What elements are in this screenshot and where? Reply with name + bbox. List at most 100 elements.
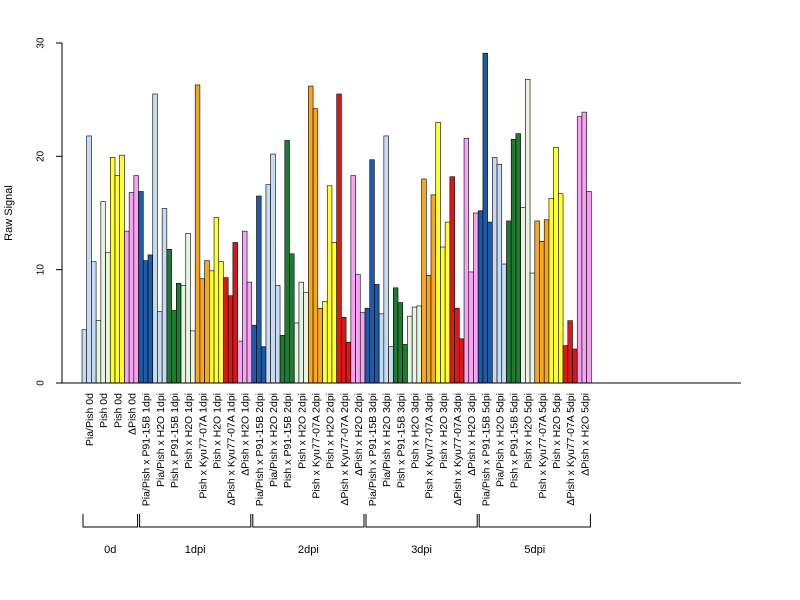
bar (430, 194, 436, 384)
category-label: ΔPish x Kyu77-07A 5dpi (565, 393, 577, 506)
group-label: 0d (104, 544, 116, 556)
bar (336, 93, 342, 384)
category-label: Pish x H2O 2dpi (325, 393, 337, 469)
bar (449, 176, 455, 384)
bar (223, 277, 229, 384)
bar (515, 133, 521, 384)
bar (124, 230, 130, 384)
bar (444, 221, 451, 384)
bar (81, 329, 87, 384)
bar (331, 242, 337, 384)
bar (147, 254, 153, 384)
group-bracket (365, 514, 478, 528)
bar (185, 233, 191, 384)
bar (209, 270, 215, 384)
bar (298, 281, 304, 384)
category-labels: Pia/Pish 0d Pish 0d Pish 0d ΔPish 0d Pia/Pis… (84, 393, 591, 506)
bar (91, 261, 97, 384)
bar (562, 345, 569, 384)
y-axis-title: Raw Signal (3, 185, 15, 241)
bar (425, 275, 432, 384)
category-label: Pish x P91-15B 2dpi (282, 393, 294, 488)
bar (275, 285, 281, 384)
bar (322, 301, 328, 384)
category-label: ΔPish x Kyu77-07A 2dpi (339, 393, 351, 506)
bar (176, 282, 182, 384)
bar (378, 313, 385, 384)
category-label: Pish 0d (98, 393, 110, 428)
group-label: 1dpi (185, 544, 206, 556)
bar (529, 272, 536, 384)
bar (506, 220, 512, 384)
bar (194, 84, 201, 384)
bar (435, 122, 441, 384)
bar (110, 157, 116, 384)
bar (496, 163, 503, 384)
bar (251, 324, 257, 384)
category-label: ΔPish x Kyu77-07A 1dpi (226, 393, 238, 506)
group-label: 5dpi (524, 544, 545, 556)
bar (242, 230, 248, 384)
bar (133, 175, 139, 384)
category-label: ΔPish 0d (127, 393, 139, 435)
bar (128, 192, 135, 384)
bar (416, 305, 422, 384)
y-axis: 0 10 20 30 (36, 37, 63, 386)
bar (558, 193, 564, 384)
category-label: Pish x Kyu77-07A 1dpi (197, 393, 209, 499)
category-label: Pish x P91-15B 5dpi (509, 393, 521, 488)
bar (105, 252, 111, 384)
bar (227, 295, 234, 384)
bar (166, 248, 172, 384)
bar (407, 315, 413, 384)
bar (114, 175, 120, 384)
bar (232, 242, 238, 384)
category-label: Pish 0d (112, 393, 124, 428)
bar (473, 212, 479, 384)
category-label: Pia/Pish x P91-15B 1dpi (141, 393, 153, 506)
bar (312, 108, 319, 384)
category-label: Pia/Pish 0d (84, 393, 96, 446)
category-label: ΔPish x H2O 5dpi (579, 393, 591, 476)
bar (138, 191, 144, 384)
bar (520, 207, 526, 384)
bar (576, 116, 583, 384)
bar (256, 195, 262, 384)
bar (293, 322, 300, 384)
bar (237, 340, 243, 384)
bar (95, 320, 102, 384)
bar (548, 197, 554, 384)
group-bracket (252, 514, 365, 528)
bar (492, 157, 498, 384)
group-bracket (478, 514, 591, 528)
bar (501, 263, 507, 384)
bar (218, 261, 224, 384)
category-label: Pish x H2O 3dpi (438, 393, 450, 469)
bar (279, 335, 286, 384)
bar (308, 85, 314, 384)
category-label: Pia/Pish x P91-15B 3dpi (367, 393, 379, 506)
bar (171, 310, 177, 384)
category-label: ΔPish x H2O 1dpi (240, 393, 252, 476)
bar (152, 93, 158, 384)
bar (458, 338, 465, 384)
category-label: Pish x P91-15B 3dpi (395, 393, 407, 488)
bar (157, 311, 163, 384)
category-label: Pish x P91-15B 1dpi (169, 393, 181, 488)
bar (270, 153, 276, 384)
category-label: Pish x H2O 1dpi (211, 393, 223, 469)
bar (350, 175, 356, 384)
bar (525, 78, 531, 384)
bar (119, 154, 125, 384)
category-label: Pia/Pish x P91-15B 5dpi (480, 393, 492, 506)
bar (143, 260, 149, 384)
y-tick-label: 30 (36, 37, 47, 49)
bar (265, 184, 271, 384)
bar (553, 146, 559, 384)
bar (213, 217, 220, 384)
bar (534, 220, 540, 384)
bar (468, 271, 474, 384)
bar (440, 246, 446, 384)
bar (539, 241, 545, 384)
